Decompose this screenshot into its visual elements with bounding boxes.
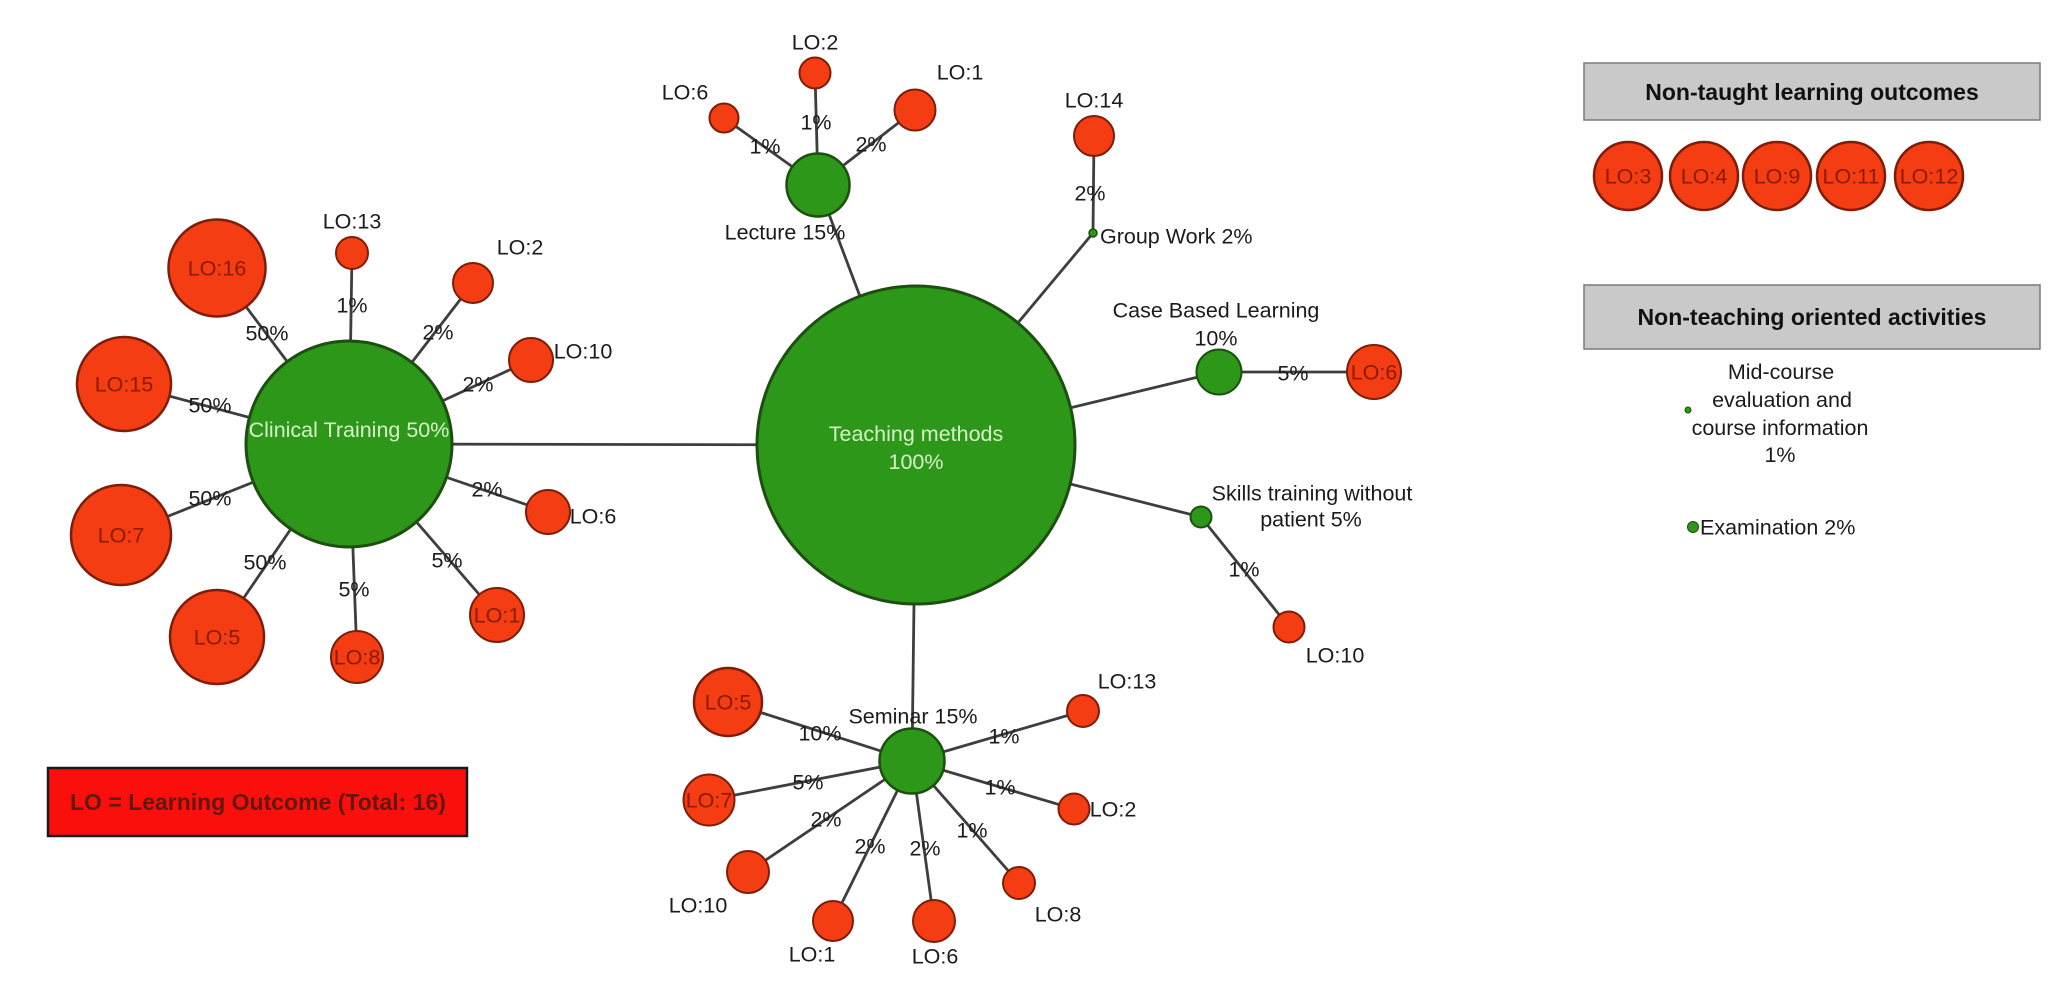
svg-text:LO:7: LO:7 [686,789,733,813]
svg-text:2%: 2% [909,837,940,861]
svg-text:LO:1: LO:1 [474,604,521,628]
svg-text:LO:1: LO:1 [789,943,836,967]
svg-text:1%: 1% [749,135,780,159]
svg-text:LO:2: LO:2 [497,236,544,260]
svg-text:LO = Learning Outcome (Total:: LO = Learning Outcome (Total: 16) [70,789,446,815]
svg-text:1%: 1% [800,111,831,135]
svg-text:LO:10: LO:10 [554,340,613,364]
svg-text:Mid-course: Mid-course [1728,360,1834,384]
svg-text:2%: 2% [1074,182,1105,206]
svg-text:2%: 2% [810,808,841,832]
svg-text:2%: 2% [422,321,453,345]
svg-text:100%: 100% [889,450,944,474]
svg-text:LO:2: LO:2 [1090,798,1137,822]
svg-text:Teaching methods: Teaching methods [829,422,1004,446]
svg-text:LO:10: LO:10 [669,894,728,918]
svg-text:2%: 2% [855,133,886,157]
svg-text:LO:14: LO:14 [1065,89,1124,113]
svg-text:2%: 2% [471,478,502,502]
svg-text:5%: 5% [792,771,823,795]
svg-text:1%: 1% [956,819,987,843]
svg-text:50%: 50% [245,322,288,346]
svg-text:LO:16: LO:16 [188,257,247,281]
svg-text:Non-teaching oriented activiti: Non-teaching oriented activities [1638,304,1987,330]
svg-text:LO:12: LO:12 [1900,165,1959,189]
svg-text:LO:6: LO:6 [662,81,709,105]
svg-text:Skills training without: Skills training without [1212,482,1413,506]
svg-text:2%: 2% [462,373,493,397]
svg-text:Clinical Training 50%: Clinical Training 50% [249,418,450,442]
svg-text:LO:1: LO:1 [937,61,984,85]
svg-text:LO:3: LO:3 [1605,165,1652,189]
svg-text:LO:6: LO:6 [912,945,959,969]
svg-text:LO:6: LO:6 [1351,361,1398,385]
svg-text:evaluation and: evaluation and [1712,388,1852,412]
svg-text:LO:13: LO:13 [1098,670,1157,694]
svg-text:5%: 5% [431,549,462,573]
svg-text:1%: 1% [336,294,367,318]
svg-text:1%: 1% [1764,443,1795,467]
svg-text:LO:10: LO:10 [1306,644,1365,668]
svg-text:LO:13: LO:13 [323,210,382,234]
svg-text:50%: 50% [243,551,286,575]
svg-text:LO:2: LO:2 [792,31,839,55]
svg-text:10%: 10% [798,722,841,746]
svg-text:Case Based Learning: Case Based Learning [1113,299,1320,323]
svg-text:LO:9: LO:9 [1754,165,1801,189]
svg-text:LO:11: LO:11 [1823,165,1880,189]
svg-text:LO:8: LO:8 [334,646,381,670]
svg-text:Examination 2%: Examination 2% [1700,516,1855,540]
svg-text:5%: 5% [1277,362,1308,386]
svg-text:10%: 10% [1194,327,1237,351]
svg-text:LO:8: LO:8 [1035,903,1082,927]
svg-text:Lecture 15%: Lecture 15% [725,221,846,245]
svg-text:LO:5: LO:5 [194,626,241,650]
svg-text:patient 5%: patient 5% [1260,508,1362,532]
svg-text:1%: 1% [1228,558,1259,582]
svg-text:LO:15: LO:15 [95,373,154,397]
svg-text:course information: course information [1692,416,1869,440]
svg-text:Non-taught learning outcomes: Non-taught learning outcomes [1645,79,1979,105]
svg-text:5%: 5% [338,578,369,602]
svg-text:50%: 50% [188,394,231,418]
svg-text:LO:6: LO:6 [570,505,617,529]
svg-text:Seminar 15%: Seminar 15% [848,705,977,729]
svg-text:2%: 2% [854,835,885,859]
svg-text:1%: 1% [984,776,1015,800]
svg-text:50%: 50% [188,487,231,511]
svg-text:LO:4: LO:4 [1681,165,1728,189]
svg-text:Group Work 2%: Group Work 2% [1100,225,1253,249]
svg-text:1%: 1% [988,725,1019,749]
svg-text:LO:7: LO:7 [98,524,145,548]
svg-text:LO:5: LO:5 [705,691,752,715]
